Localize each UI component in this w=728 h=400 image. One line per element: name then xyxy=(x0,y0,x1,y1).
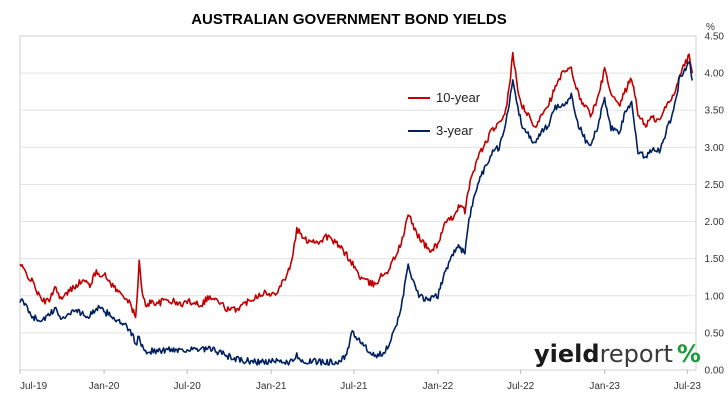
logo-report-text: report xyxy=(600,340,673,368)
y-tick-label: 1.50 xyxy=(705,254,725,265)
x-tick-label: Jan-22 xyxy=(423,381,454,392)
y-tick-label: 4.00 xyxy=(705,69,725,80)
y-tick-label: 0.50 xyxy=(705,328,725,339)
x-tick-label: Jan-23 xyxy=(589,381,620,392)
legend-label-3-year: 3-year xyxy=(436,123,474,138)
y-tick-label: 2.00 xyxy=(705,217,725,228)
chart-title: AUSTRALIAN GOVERNMENT BOND YIELDS xyxy=(191,11,507,28)
logo-percent-icon: % xyxy=(677,340,701,368)
series-line-10-year xyxy=(19,51,694,319)
x-tick-label: Jul-21 xyxy=(340,381,368,392)
y-tick-label: 3.50 xyxy=(705,106,725,117)
y-tick-label: 3.00 xyxy=(705,143,725,154)
legend: 10-year 3-year xyxy=(408,90,481,138)
x-tick-label: Jul-23 xyxy=(674,381,702,392)
x-tick-label: Jan-21 xyxy=(256,381,287,392)
series-line-3-year xyxy=(19,61,694,366)
logo-yield-text: yield xyxy=(534,340,600,368)
y-axis-unit: % xyxy=(706,22,715,33)
x-tick-label: Jul-20 xyxy=(174,381,202,392)
x-tick-label: Jan-20 xyxy=(89,381,120,392)
grid-lines xyxy=(20,72,696,334)
x-tick-label: Jul-19 xyxy=(20,381,48,392)
legend-label-10-year: 10-year xyxy=(436,90,481,105)
series-lines xyxy=(19,51,694,366)
x-tick-label: Jul-22 xyxy=(507,381,535,392)
y-tick-label: 1.00 xyxy=(705,291,725,302)
y-tick-label: 2.50 xyxy=(705,180,725,191)
yieldreport-logo: yieldreport% xyxy=(534,340,701,368)
svg-text:yieldreport%: yieldreport% xyxy=(534,340,701,368)
plot-area xyxy=(19,35,697,371)
y-axis-ticks: 0.00 0.50 1.00 1.50 2.00 2.50 3.00 3.50 4.00 4.50 xyxy=(705,32,725,377)
y-tick-label: 0.00 xyxy=(705,366,725,377)
y-tick-label: 4.50 xyxy=(705,32,725,43)
x-axis-ticks: Jul-19 Jan-20 Jul-20 Jan-21 Jul-21 Jan-22 Jul-… xyxy=(19,370,702,392)
